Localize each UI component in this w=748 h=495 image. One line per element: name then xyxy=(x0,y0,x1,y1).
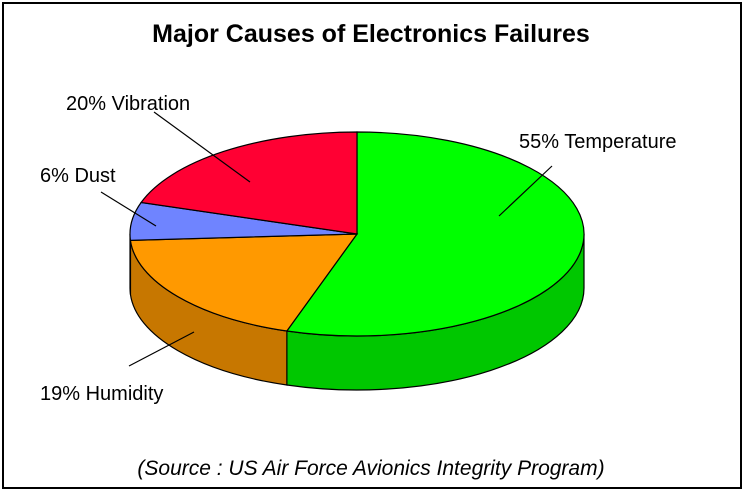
chart-title: Major Causes of Electronics Failures xyxy=(152,20,590,48)
chart-frame: Major Causes of Electronics Failures 55%… xyxy=(2,2,742,489)
leader-line-dust xyxy=(100,191,157,227)
slice-label-humidity: 19% Humidity xyxy=(40,383,163,405)
leader-line-vibration xyxy=(153,111,251,183)
pie-slice-temperature xyxy=(285,131,585,337)
slice-label-temperature: 55% Temperature xyxy=(519,131,677,153)
leader-line-humidity xyxy=(128,331,195,367)
pie-slice-humidity xyxy=(129,233,359,332)
leader-line-temperature xyxy=(498,165,553,217)
pie-slice-vibration xyxy=(140,131,358,235)
slice-label-dust: 6% Dust xyxy=(40,165,116,187)
chart-source-note: (Source : US Air Force Avionics Integrit… xyxy=(137,457,605,480)
pie-chart: 55% Temperature 19% Humidity 6% Dust 20% Vi… xyxy=(40,93,677,405)
slice-label-vibration: 20% Vibration xyxy=(66,93,190,115)
